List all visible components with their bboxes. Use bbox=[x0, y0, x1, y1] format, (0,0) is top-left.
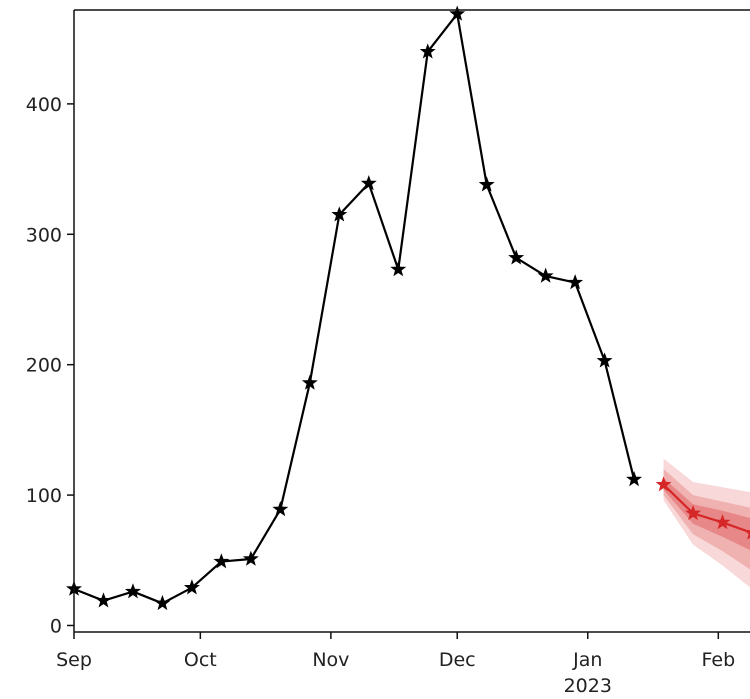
observed-point-6 bbox=[242, 550, 259, 566]
observed-point-10 bbox=[360, 175, 377, 191]
x-tick-sublabel-2023: 2023 bbox=[564, 675, 612, 697]
x-ticks: Sep Oct Nov Dec Jan 2023 Feb bbox=[56, 632, 735, 697]
y-tick-label-100: 100 bbox=[26, 485, 62, 507]
observed-point-2 bbox=[124, 583, 141, 599]
observed-point-7 bbox=[272, 501, 289, 517]
forecast-interval-band-2 bbox=[663, 478, 750, 551]
observed-point-9 bbox=[331, 206, 348, 222]
observed-point-14 bbox=[478, 176, 495, 192]
y-tick-label-400: 400 bbox=[26, 94, 62, 116]
forecast-interval-bands bbox=[663, 458, 750, 588]
observed-series-line bbox=[73, 12, 636, 605]
x-tick-label-oct: Oct bbox=[184, 649, 217, 671]
forecast-point-3 bbox=[744, 530, 750, 540]
forecast-interval-band-1 bbox=[663, 469, 750, 570]
observed-point-17 bbox=[567, 274, 584, 290]
x-tick-label-feb: Feb bbox=[701, 649, 735, 671]
forecast-point-0 bbox=[655, 476, 672, 492]
x-tick-label-dec: Dec bbox=[439, 649, 476, 671]
x-tick-label-nov: Nov bbox=[312, 649, 349, 671]
y-ticks: 0 100 200 300 400 bbox=[26, 94, 74, 637]
series-lines bbox=[73, 12, 750, 605]
observed-point-8 bbox=[301, 374, 318, 390]
forecast-point-2 bbox=[714, 514, 731, 530]
observed-point-15 bbox=[508, 249, 525, 265]
observed-point-11 bbox=[390, 261, 407, 277]
forecast-series-line bbox=[662, 483, 750, 534]
observed-point-16 bbox=[537, 267, 554, 283]
y-tick-label-0: 0 bbox=[50, 615, 62, 637]
observed-point-12 bbox=[419, 43, 436, 59]
series-markers bbox=[66, 5, 750, 611]
y-tick-label-200: 200 bbox=[26, 355, 62, 377]
x-tick-label-jan: Jan bbox=[572, 649, 602, 671]
forecast-point-1 bbox=[685, 504, 702, 521]
forecast-interval-band-0 bbox=[663, 458, 750, 588]
observed-point-3 bbox=[154, 594, 171, 611]
observed-point-4 bbox=[183, 579, 200, 595]
observed-point-19 bbox=[626, 471, 643, 487]
x-tick-label-sep: Sep bbox=[56, 649, 92, 671]
observed-point-18 bbox=[596, 352, 613, 368]
observed-point-13 bbox=[449, 5, 466, 21]
observed-point-5 bbox=[213, 553, 230, 569]
y-tick-label-300: 300 bbox=[26, 224, 62, 246]
axes bbox=[73, 9, 750, 633]
observed-point-1 bbox=[95, 592, 112, 608]
